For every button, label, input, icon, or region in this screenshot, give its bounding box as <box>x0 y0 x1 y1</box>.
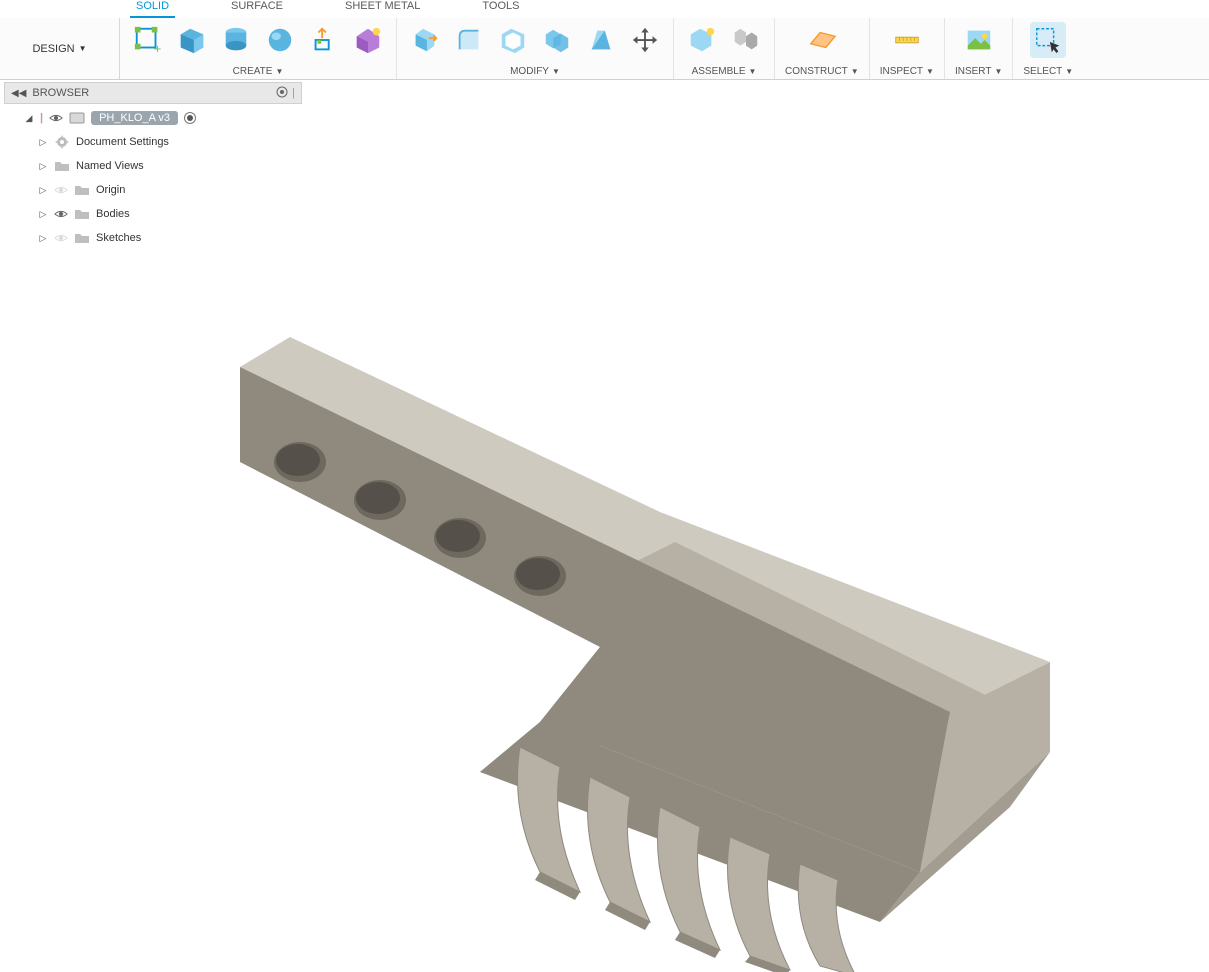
form-icon[interactable] <box>350 22 386 58</box>
tree-item-doc-settings[interactable]: ▷ Document Settings <box>24 130 196 154</box>
design-workspace-button[interactable]: DESIGN ▼ <box>0 18 120 79</box>
tree-label: Bodies <box>96 208 130 220</box>
expand-icon[interactable]: ▷ <box>38 161 48 172</box>
tree-item-named-views[interactable]: ▷ Named Views <box>24 154 196 178</box>
expand-icon[interactable]: ▷ <box>38 185 48 196</box>
create-label[interactable]: CREATE▼ <box>233 66 284 77</box>
tab-sheet-metal[interactable]: SHEET METAL <box>339 0 426 16</box>
measure-icon[interactable] <box>889 22 925 58</box>
tree-label: Origin <box>96 184 125 196</box>
browser-title: BROWSER <box>32 87 89 99</box>
tree-label: Named Views <box>76 160 144 172</box>
select-label[interactable]: SELECT▼ <box>1023 66 1073 77</box>
box-icon[interactable] <box>174 22 210 58</box>
folder-icon <box>74 230 90 246</box>
expand-icon[interactable]: ▷ <box>38 137 48 148</box>
toolbar-group-assemble: ASSEMBLE▼ <box>674 18 775 79</box>
workspace-tabs: SOLID SURFACE SHEET METAL TOOLS <box>0 0 1209 18</box>
collapse-icon[interactable]: ◀◀ <box>11 88 26 99</box>
plane-icon[interactable] <box>804 22 840 58</box>
folder-icon <box>74 206 90 222</box>
expand-icon[interactable]: ▷ <box>38 233 48 244</box>
sketch-icon[interactable]: + <box>130 22 166 58</box>
caret-down-icon: ▼ <box>79 44 87 53</box>
insert-image-icon[interactable] <box>961 22 997 58</box>
tree-item-origin[interactable]: ▷ Origin <box>24 178 196 202</box>
expand-icon[interactable]: ▷ <box>38 209 48 220</box>
tab-solid[interactable]: SOLID <box>130 0 175 18</box>
cylinder-icon[interactable] <box>218 22 254 58</box>
select-icon[interactable] <box>1030 22 1066 58</box>
tree-label: Document Settings <box>76 136 169 148</box>
toolbar-group-create: + CREATE▼ <box>120 18 397 79</box>
expand-icon[interactable]: ◢ <box>24 113 34 124</box>
pin-icon[interactable] <box>276 86 288 101</box>
toolbar-group-construct: CONSTRUCT▼ <box>775 18 870 79</box>
folder-icon <box>54 158 70 174</box>
insert-label[interactable]: INSERT▼ <box>955 66 1002 77</box>
toolbar-group-insert: INSERT▼ <box>945 18 1013 79</box>
extrude-icon[interactable] <box>306 22 342 58</box>
folder-icon <box>74 182 90 198</box>
activate-radio[interactable] <box>184 112 196 124</box>
tree-item-sketches[interactable]: ▷ Sketches <box>24 226 196 250</box>
toolbar-group-inspect: INSPECT▼ <box>870 18 945 79</box>
eye-icon[interactable] <box>49 111 63 125</box>
eye-icon[interactable] <box>54 231 68 245</box>
eye-icon[interactable] <box>54 207 68 221</box>
tree-item-bodies[interactable]: ▷ Bodies <box>24 202 196 226</box>
inspect-label[interactable]: INSPECT▼ <box>880 66 934 77</box>
joint-icon[interactable] <box>728 22 764 58</box>
draft-icon[interactable] <box>583 22 619 58</box>
sphere-icon[interactable] <box>262 22 298 58</box>
construct-label[interactable]: CONSTRUCT▼ <box>785 66 859 77</box>
gear-icon <box>54 134 70 150</box>
press-pull-icon[interactable] <box>407 22 443 58</box>
model-render <box>180 252 1060 972</box>
design-label: DESIGN <box>32 43 74 55</box>
tree-label: Sketches <box>96 232 141 244</box>
toolbar: DESIGN ▼ + CREATE▼ <box>0 18 1209 80</box>
component-icon <box>69 110 85 126</box>
tab-surface[interactable]: SURFACE <box>225 0 289 16</box>
tree-root[interactable]: ◢ | PH_KLO_A v3 <box>24 106 196 130</box>
browser-tree: ◢ | PH_KLO_A v3 ▷ Document Settings ▷ Na… <box>24 106 196 250</box>
root-name: PH_KLO_A v3 <box>91 111 178 125</box>
move-icon[interactable] <box>627 22 663 58</box>
shell-icon[interactable] <box>495 22 531 58</box>
toolbar-group-select: SELECT▼ <box>1013 18 1083 79</box>
assemble-label[interactable]: ASSEMBLE▼ <box>692 66 757 77</box>
combine-icon[interactable] <box>539 22 575 58</box>
tab-tools[interactable]: TOOLS <box>476 0 525 16</box>
browser-panel-header[interactable]: ◀◀ BROWSER | <box>4 82 302 104</box>
svg-text:+: + <box>154 41 162 55</box>
eye-icon[interactable] <box>54 183 68 197</box>
toolbar-group-modify: MODIFY▼ <box>397 18 674 79</box>
modify-label[interactable]: MODIFY▼ <box>510 66 560 77</box>
fillet-icon[interactable] <box>451 22 487 58</box>
new-component-icon[interactable] <box>684 22 720 58</box>
